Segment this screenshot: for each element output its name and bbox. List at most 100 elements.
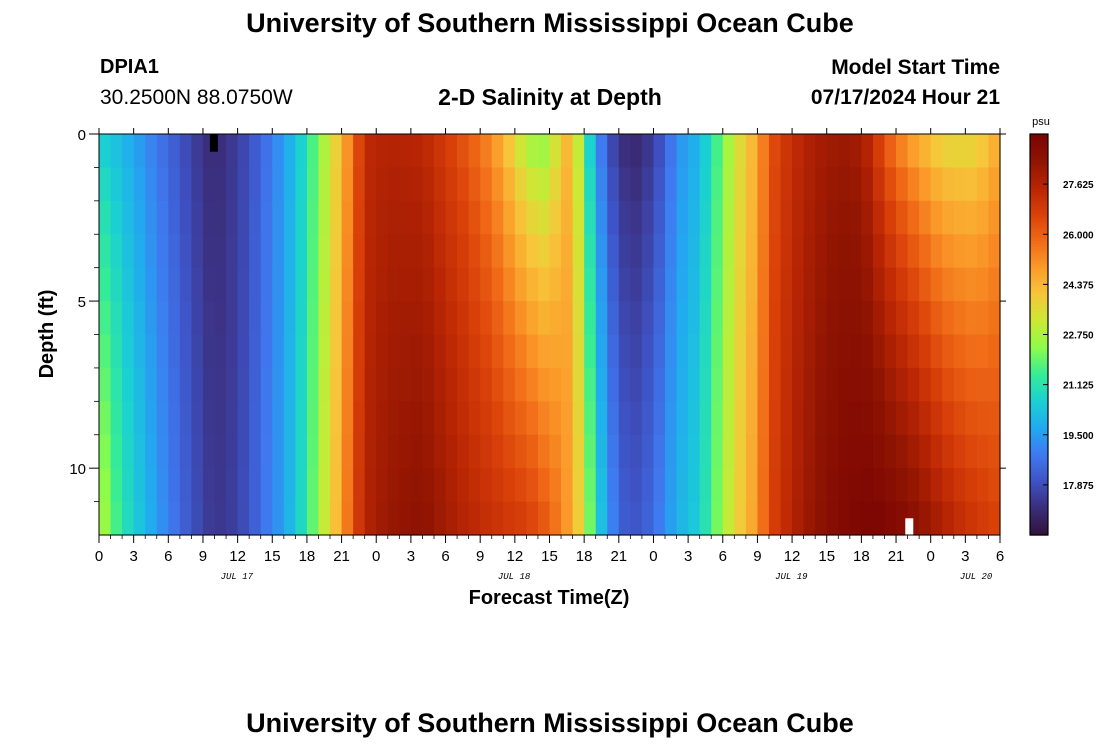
heatmap-cell xyxy=(145,401,158,436)
heatmap-cell xyxy=(618,301,631,336)
heatmap-cell xyxy=(976,401,990,436)
heatmap-cell xyxy=(226,200,239,235)
colorbar-segment xyxy=(1030,454,1048,458)
heatmap-cell xyxy=(572,301,585,336)
heatmap-cell xyxy=(872,167,886,202)
heatmap-cell xyxy=(353,267,366,302)
heatmap-cell xyxy=(549,334,562,369)
heatmap-cell xyxy=(283,234,296,269)
station-coordinates: 30.2500N 88.0750W xyxy=(100,86,293,109)
colorbar-segment xyxy=(1030,136,1048,140)
heatmap-cell xyxy=(896,234,909,269)
heatmap-cell xyxy=(295,468,308,503)
heatmap-cell xyxy=(318,267,331,302)
heatmap-cell xyxy=(179,501,193,536)
colorbar-tick-label: 22.750 xyxy=(1063,331,1094,342)
colorbar-segment xyxy=(1030,286,1048,290)
colorbar-segment xyxy=(1030,352,1048,356)
heatmap-cell xyxy=(722,200,735,235)
colorbar-segment xyxy=(1030,219,1048,223)
heatmap-cell xyxy=(722,367,735,402)
colorbar-segment xyxy=(1030,492,1048,496)
heatmap-cell xyxy=(433,401,447,436)
heatmap-cell xyxy=(179,468,193,503)
heatmap-cell xyxy=(468,367,481,402)
colorbar-segment xyxy=(1030,191,1048,195)
heatmap-cell xyxy=(318,134,331,169)
heatmap-cell xyxy=(272,267,285,302)
footer-title: University of Southern Mississippi Ocean… xyxy=(246,708,854,738)
colorbar-segment xyxy=(1030,281,1048,285)
heatmap-cell xyxy=(514,334,527,369)
page-title: University of Southern Mississippi Ocean… xyxy=(246,8,854,38)
heatmap-cell xyxy=(688,434,701,469)
heatmap-cell xyxy=(572,200,585,235)
colorbar-segment xyxy=(1030,304,1048,308)
heatmap-cell xyxy=(353,334,366,369)
heatmap-cell xyxy=(734,134,747,169)
heatmap-cell xyxy=(676,301,689,336)
heatmap-cell xyxy=(422,167,435,202)
heatmap-cell xyxy=(410,434,424,469)
colorbar-segment xyxy=(1030,306,1048,311)
heatmap-cell xyxy=(919,434,932,469)
heatmap-cell xyxy=(584,267,597,302)
chart-title: 2-D Salinity at Depth xyxy=(438,84,662,110)
heatmap-cell xyxy=(110,200,123,235)
heatmap-cell xyxy=(653,267,666,302)
heatmap-cell xyxy=(433,468,447,503)
x-axis-label: Forecast Time(Z) xyxy=(469,587,630,609)
heatmap-cell xyxy=(872,200,886,235)
heatmap-cell xyxy=(110,234,123,269)
heatmap-cell xyxy=(306,468,320,503)
heatmap-cell xyxy=(641,501,655,536)
heatmap-cell xyxy=(803,334,816,369)
colorbar-segment xyxy=(1030,331,1048,336)
heatmap-cell xyxy=(514,234,527,269)
x-tick-label: 3 xyxy=(407,548,415,565)
heatmap-cell xyxy=(676,501,689,536)
heatmap-cell xyxy=(988,167,1001,202)
heatmap-cell xyxy=(387,501,400,536)
heatmap-cell xyxy=(491,367,504,402)
heatmap-cell xyxy=(283,334,296,369)
heatmap-cell xyxy=(272,301,285,336)
heatmap-cell xyxy=(919,334,932,369)
heatmap-cell xyxy=(815,367,828,402)
heatmap-cell xyxy=(214,468,227,503)
heatmap-cell xyxy=(930,434,943,469)
heatmap-cell xyxy=(722,434,735,469)
model-start-value: 07/17/2024 Hour 21 xyxy=(810,86,1000,109)
heatmap-cell xyxy=(953,200,966,235)
heatmap-cell xyxy=(734,501,747,536)
colorbar-segment xyxy=(1030,339,1048,343)
x-tick-label: 0 xyxy=(372,548,380,565)
heatmap-cell xyxy=(526,234,539,269)
colorbar-segment xyxy=(1030,254,1048,258)
heatmap-cell xyxy=(110,167,123,202)
heatmap-cell xyxy=(665,334,678,369)
heatmap-cell xyxy=(480,468,493,503)
colorbar-segment xyxy=(1030,419,1048,423)
heatmap-cell xyxy=(734,401,747,436)
heatmap-cell xyxy=(849,401,862,436)
heatmap-cell xyxy=(872,468,886,503)
colorbar-segment xyxy=(1030,452,1048,456)
heatmap-cell xyxy=(353,301,366,336)
heatmap-cell xyxy=(641,401,655,436)
heatmap-cell xyxy=(676,434,689,469)
heatmap-cell xyxy=(272,200,285,235)
heatmap-cell xyxy=(653,434,666,469)
heatmap-cell xyxy=(514,501,527,536)
heatmap-cell xyxy=(815,501,828,536)
heatmap-cell xyxy=(572,334,585,369)
x-tick-label: 18 xyxy=(853,548,870,565)
heatmap-cell xyxy=(318,234,331,269)
colorbar-segment xyxy=(1030,412,1048,416)
heatmap-cell xyxy=(803,200,816,235)
colorbar-segment xyxy=(1030,497,1048,501)
heatmap-cell xyxy=(711,200,724,235)
heatmap-cell xyxy=(457,234,470,269)
heatmap-cell xyxy=(156,367,169,402)
heatmap-cell xyxy=(480,167,493,202)
